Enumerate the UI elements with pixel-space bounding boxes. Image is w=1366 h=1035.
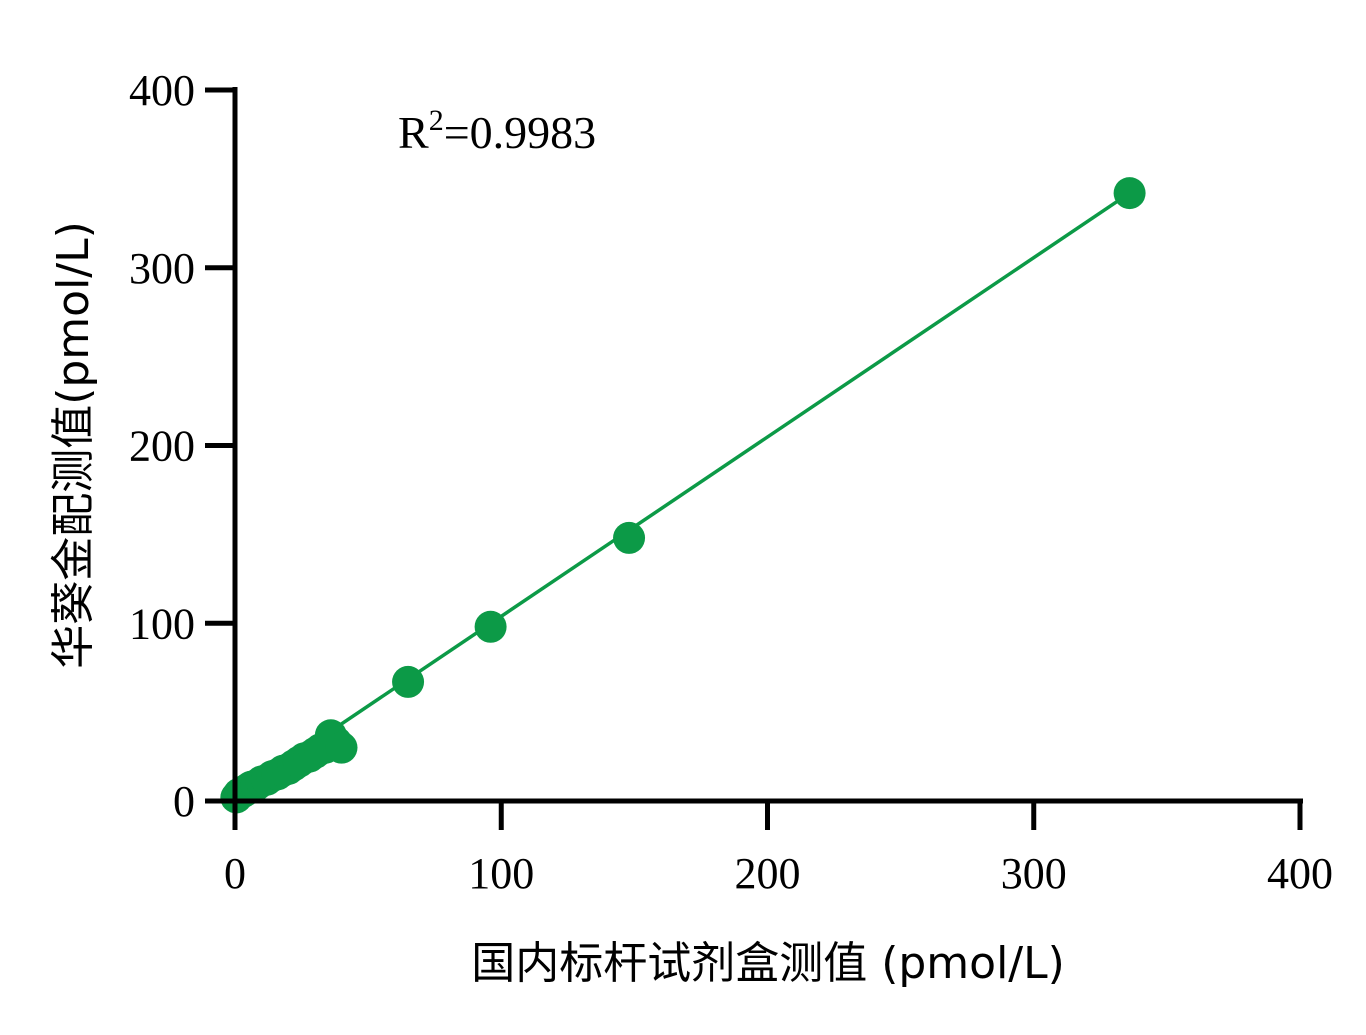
x-tick-label: 400 bbox=[1267, 849, 1333, 898]
regression-line bbox=[234, 191, 1131, 798]
y-tick-label: 100 bbox=[129, 599, 195, 648]
y-tick-label: 300 bbox=[129, 244, 195, 293]
data-point bbox=[392, 665, 425, 698]
x-axis-ticks: 0 100 200 300 400 bbox=[224, 801, 1333, 898]
y-tick-label: 0 bbox=[173, 777, 195, 826]
data-point bbox=[474, 610, 507, 643]
y-axis-ticks: 0 100 200 300 400 bbox=[129, 66, 235, 826]
x-tick-label: 100 bbox=[468, 849, 534, 898]
data-point bbox=[1113, 177, 1146, 210]
points-layer bbox=[220, 177, 1146, 814]
x-axis-title: 国内标杆试剂盒测值 (pmol/L) bbox=[471, 938, 1065, 989]
r-squared-annotation: R2=0.9983 bbox=[398, 104, 596, 158]
y-tick-label: 200 bbox=[129, 422, 195, 471]
data-point bbox=[325, 731, 358, 764]
data-point bbox=[613, 521, 646, 554]
x-tick-label: 200 bbox=[735, 849, 801, 898]
fit-line-layer bbox=[234, 191, 1131, 798]
x-tick-label: 300 bbox=[1001, 849, 1067, 898]
y-tick-label: 400 bbox=[129, 66, 195, 115]
y-axis-title: 华葵金配测值(pmol/L) bbox=[48, 221, 99, 669]
x-tick-label: 0 bbox=[224, 849, 246, 898]
